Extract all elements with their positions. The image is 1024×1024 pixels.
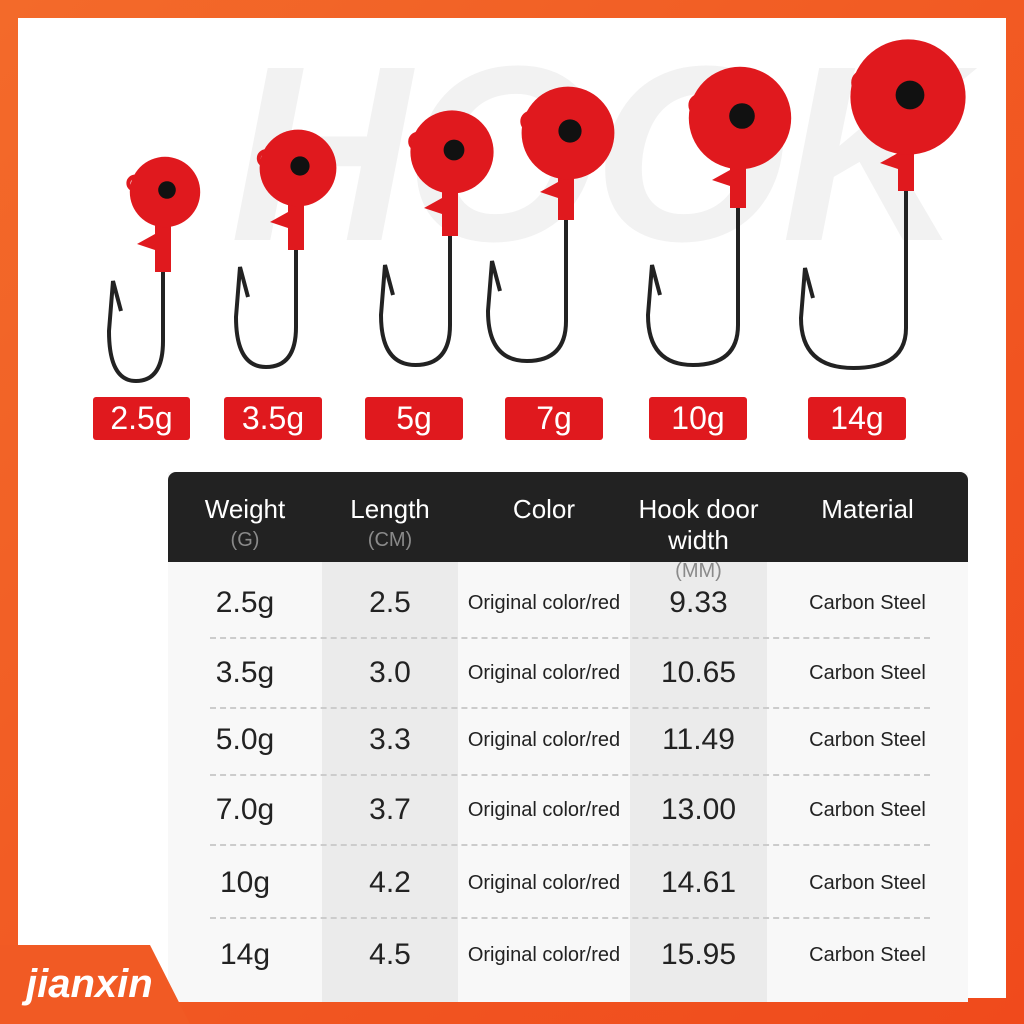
column-header: Weight (G) (168, 494, 322, 552)
spec-table: Weight (G) Length (CM) Color Hook door width (… (168, 472, 968, 1002)
table-cell: Original color/red (467, 943, 621, 966)
jig-hook (645, 66, 792, 368)
column-shade (322, 562, 458, 1002)
header-label: Color (512, 494, 576, 524)
row-divider (210, 917, 930, 919)
table-cell: 14.61 (660, 866, 737, 899)
table-cell: Original color/red (467, 871, 621, 894)
table-cell: 14g (219, 938, 271, 971)
table-cell: 9.33 (669, 586, 728, 619)
table-row: 3.5g 3.0 Original color/red 10.65 Carbon Ste… (168, 643, 968, 703)
table-cell: 13.00 (660, 793, 737, 826)
table-cell: 2.5g (215, 586, 275, 619)
header-label: Hook door width (638, 494, 759, 555)
weight-tag: 3.5g (224, 397, 322, 440)
table-cell: Original color/red (467, 661, 621, 684)
table-cell: 4.5 (369, 938, 411, 971)
row-divider (210, 844, 930, 846)
hook-illustrations (106, 39, 966, 384)
table-cell: Carbon Steel (809, 798, 926, 821)
weight-tag: 7g (505, 397, 603, 440)
jig-hook (485, 86, 615, 364)
header-label: Weight (204, 494, 286, 524)
table-row: 14g 4.5 Original color/red 15.95 Carbon Stee… (168, 925, 968, 985)
table-cell: Carbon Steel (809, 661, 926, 684)
table-cell: 2.5 (369, 586, 411, 619)
brand-logo: jianxin (26, 962, 153, 1006)
weight-tag: 10g (649, 397, 747, 440)
table-header: Weight (G) Length (CM) Color Hook door width (… (168, 472, 968, 582)
table-cell: Carbon Steel (809, 591, 926, 614)
table-row: 7.0g 3.7 Original color/red 13.00 Carbon Ste… (168, 780, 968, 840)
table-row: 2.5g 2.5 Original color/red 9.33 Carbon Stee… (168, 573, 968, 633)
column-header: Color (458, 494, 630, 529)
row-divider (210, 707, 930, 709)
column-shade (630, 562, 767, 1002)
table-cell: 3.7 (369, 793, 411, 826)
table-cell: 10.65 (660, 656, 737, 689)
header-unit: (CM) (367, 529, 413, 551)
table-row: 5.0g 3.3 Original color/red 11.49 Carbon Ste… (168, 710, 968, 770)
table-cell: Carbon Steel (809, 871, 926, 894)
header-label: Length (350, 494, 430, 524)
table-cell: 15.95 (660, 938, 737, 971)
header-unit: (G) (230, 529, 260, 551)
weight-tag: 5g (365, 397, 463, 440)
table-cell: Original color/red (467, 798, 621, 821)
jig-hook (378, 110, 494, 368)
table-cell: 10g (219, 866, 271, 899)
column-header: Material (767, 494, 968, 529)
table-cell: Original color/red (467, 728, 621, 751)
table-cell: 4.2 (369, 866, 411, 899)
jig-hook (233, 129, 337, 370)
column-header: Length (CM) (322, 494, 458, 552)
header-unit: (MM) (675, 560, 722, 582)
table-cell: 11.49 (662, 723, 735, 756)
jig-hook (798, 39, 966, 371)
row-divider (210, 774, 930, 776)
table-cell: 7.0g (215, 793, 275, 826)
table-cell: 3.3 (369, 723, 411, 756)
column-header: Hook door width (MM) (630, 494, 767, 583)
table-cell: Carbon Steel (809, 728, 926, 751)
table-cell: 3.0 (369, 656, 411, 689)
table-cell: 3.5g (215, 656, 275, 689)
header-label: Material (821, 494, 914, 524)
weight-tag: 14g (808, 397, 906, 440)
row-divider (210, 637, 930, 639)
jig-hook (106, 156, 201, 384)
table-cell: Carbon Steel (809, 943, 926, 966)
weight-tag: 2.5g (93, 397, 190, 440)
table-cell: 5.0g (215, 723, 275, 756)
table-cell: Original color/red (467, 591, 621, 614)
table-row: 10g 4.2 Original color/red 14.61 Carbon Stee… (168, 853, 968, 913)
